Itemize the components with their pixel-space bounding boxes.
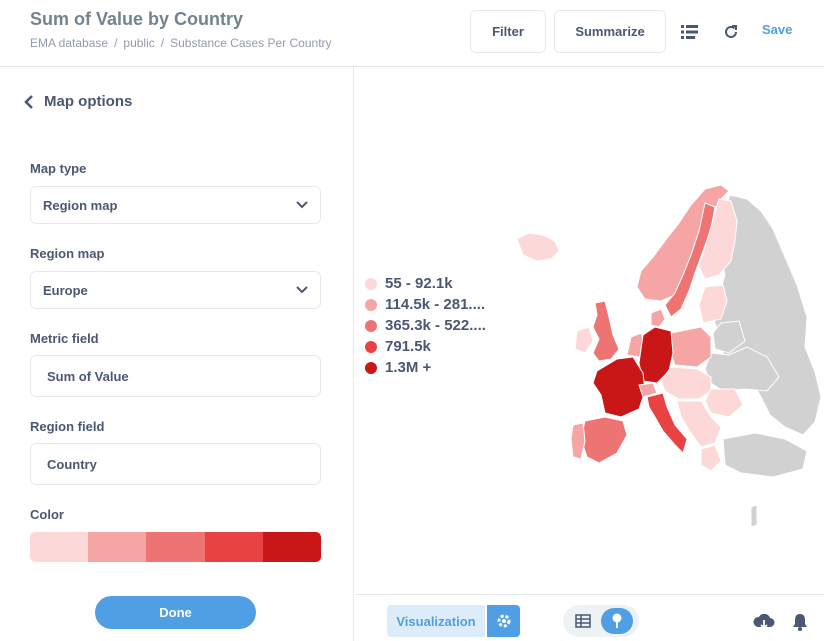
map-options-sidebar: Map options Map type Region map Region m… — [0, 67, 354, 641]
legend-dot — [365, 361, 377, 374]
region-france[interactable] — [592, 356, 646, 418]
breadcrumb-table[interactable]: Substance Cases Per Country — [170, 36, 332, 50]
breadcrumb: EMA database / public / Substance Cases … — [30, 36, 332, 50]
region-romania[interactable] — [704, 388, 744, 418]
region-poland[interactable] — [668, 326, 712, 368]
chevron-down-icon — [296, 286, 308, 294]
legend-item: 791.5k — [365, 336, 486, 357]
filter-button[interactable]: Filter — [470, 10, 546, 53]
view-toggle — [563, 605, 639, 637]
legend-item: 55 - 92.1k — [365, 273, 486, 294]
viz-footer: Visualization — [355, 594, 824, 641]
region-belarus[interactable] — [712, 320, 746, 354]
region-uk[interactable] — [592, 300, 620, 362]
legend-label: 55 - 92.1k — [385, 275, 453, 292]
region-field-input[interactable]: Country — [30, 443, 321, 485]
map-type-value: Region map — [43, 197, 118, 213]
region-spain[interactable] — [580, 416, 628, 464]
color-swatch — [146, 532, 205, 562]
save-button[interactable]: Save — [762, 22, 793, 37]
legend-item: 365.3k - 522.... — [365, 315, 486, 336]
back-label: Map options — [44, 93, 133, 110]
region-finland[interactable] — [698, 198, 738, 280]
region-iceland[interactable] — [516, 232, 560, 262]
breadcrumb-database[interactable]: EMA database — [30, 36, 109, 50]
europe-region-map[interactable] — [515, 177, 824, 537]
color-swatch — [88, 532, 147, 562]
color-swatch — [204, 532, 263, 562]
page-title: Sum of Value by Country — [30, 9, 244, 29]
legend-label: 365.3k - 522.... — [385, 317, 486, 334]
region-ireland[interactable] — [574, 326, 594, 354]
region-balkans[interactable] — [676, 400, 722, 448]
chevron-left-icon — [24, 94, 33, 109]
color-swatch — [262, 532, 321, 562]
region-greece[interactable] — [700, 444, 722, 472]
download-icon[interactable] — [753, 611, 775, 633]
legend-dot — [365, 319, 377, 332]
table-icon[interactable] — [573, 611, 593, 631]
region-map-label: Region map — [30, 246, 105, 261]
map-legend: 55 - 92.1k 114.5k - 281.... 365.3k - 522… — [365, 273, 486, 378]
color-swatch — [30, 532, 89, 562]
region-baltics[interactable] — [698, 284, 728, 324]
gear-icon[interactable] — [487, 605, 520, 637]
legend-label: 114.5k - 281.... — [385, 296, 486, 313]
region-germany[interactable] — [638, 326, 674, 384]
color-label: Color — [30, 507, 64, 522]
region-italy[interactable] — [646, 392, 688, 454]
back-to-options-button[interactable]: Map options — [24, 93, 132, 110]
query-header: Sum of Value by Country EMA database / p… — [0, 0, 824, 67]
breadcrumb-separator: / — [160, 36, 165, 50]
legend-label: 1.3M + — [385, 359, 432, 376]
legend-label: 791.5k — [385, 338, 431, 355]
done-button[interactable]: Done — [95, 596, 256, 629]
pin-icon[interactable] — [601, 608, 633, 634]
legend-dot — [365, 340, 377, 353]
list-icon[interactable] — [676, 18, 704, 46]
region-central-europe[interactable] — [660, 366, 712, 400]
region-map-value: Europe — [43, 282, 88, 298]
bell-icon[interactable] — [789, 611, 811, 633]
region-portugal[interactable] — [570, 422, 586, 460]
summarize-button[interactable]: Summarize — [554, 10, 666, 53]
region-small-island[interactable] — [750, 504, 758, 528]
region-field-label: Region field — [30, 419, 105, 434]
legend-dot — [365, 277, 377, 290]
metric-field-label: Metric field — [30, 331, 99, 346]
visualization-button[interactable]: Visualization — [387, 605, 485, 637]
legend-item: 114.5k - 281.... — [365, 294, 486, 315]
color-picker[interactable] — [30, 532, 321, 562]
region-russia[interactable] — [712, 194, 822, 436]
legend-item: 1.3M + — [365, 357, 486, 378]
map-type-select[interactable]: Region map — [30, 186, 321, 224]
breadcrumb-separator: / — [114, 36, 118, 50]
metric-field-input[interactable]: Sum of Value — [30, 355, 321, 397]
region-denmark[interactable] — [650, 308, 666, 328]
map-type-label: Map type — [30, 161, 87, 176]
breadcrumb-schema[interactable]: public — [123, 36, 155, 50]
visualization-area: 55 - 92.1k 114.5k - 281.... 365.3k - 522… — [355, 67, 824, 594]
refresh-icon[interactable] — [717, 18, 745, 46]
region-switzerland[interactable] — [638, 382, 658, 398]
region-map-select[interactable]: Europe — [30, 271, 321, 309]
region-turkey[interactable] — [722, 432, 808, 478]
legend-dot — [365, 298, 377, 311]
chevron-down-icon — [296, 201, 308, 209]
